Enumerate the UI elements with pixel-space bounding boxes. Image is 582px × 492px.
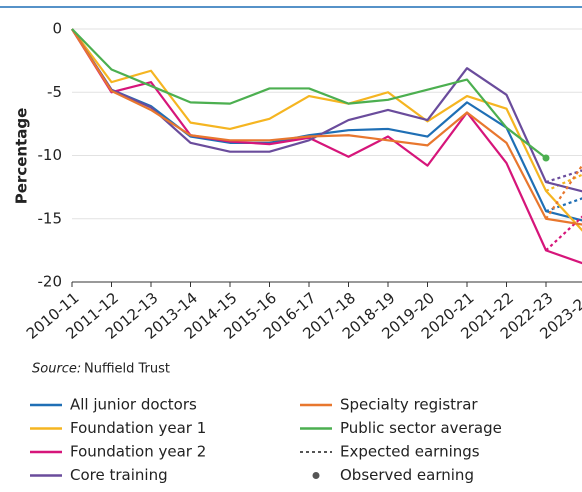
expected-line xyxy=(545,169,582,184)
series-line xyxy=(71,28,582,232)
legend-label: Public sector average xyxy=(340,419,502,437)
series-line xyxy=(71,28,582,193)
source-label: Source: xyxy=(32,362,81,377)
y-axis-label: Percentage xyxy=(13,108,31,205)
y-tick-label: -15 xyxy=(38,209,63,227)
legend-label: All junior doctors xyxy=(70,396,197,414)
source: Nuffield Trust xyxy=(84,362,170,377)
y-tick-label: -20 xyxy=(38,273,63,291)
legend-swatch xyxy=(312,472,320,479)
expected-line xyxy=(545,173,582,192)
legend-label: Foundation year 1 xyxy=(70,419,206,437)
y-tick-label: -10 xyxy=(38,146,63,164)
legend-label: Expected earnings xyxy=(340,443,480,461)
series-line xyxy=(71,28,582,226)
y-tick-label: -5 xyxy=(47,83,62,101)
expected-line xyxy=(545,215,582,252)
y-tick-label: 0 xyxy=(52,20,62,38)
legend-label: Core training xyxy=(70,466,168,484)
series-line xyxy=(71,28,582,265)
series-line xyxy=(71,28,547,159)
expected-line xyxy=(545,197,582,213)
legend-label: Observed earning xyxy=(340,466,474,484)
legend-label: Foundation year 2 xyxy=(70,443,206,461)
series-line xyxy=(71,28,582,222)
observed-point xyxy=(542,154,550,162)
legend-label: Specialty registrar xyxy=(340,396,478,414)
plot xyxy=(71,28,582,283)
